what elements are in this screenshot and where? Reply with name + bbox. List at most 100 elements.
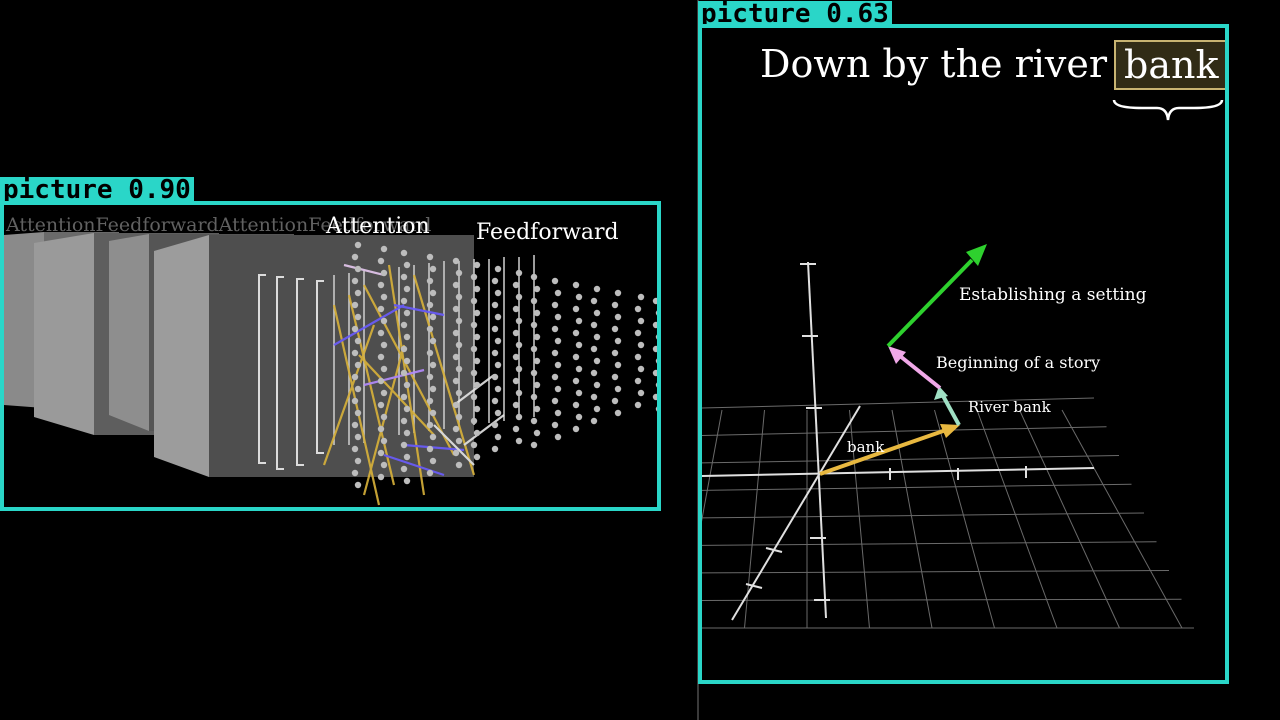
matrix-brackets [258,274,324,470]
neuron-dot [515,269,523,277]
neuron-dot [452,401,460,409]
neuron-dot [354,385,362,393]
neuron-dot [593,381,601,389]
neuron-dot [590,393,598,401]
neuron-dot [426,301,434,309]
neuron-dot [554,313,562,321]
neuron-dot [429,313,437,321]
neuron-dot [351,349,359,357]
neuron-dot [494,265,502,273]
grid-line [1019,409,1120,629]
neuron-dot [533,285,541,293]
neuron-dot [590,369,598,377]
neuron-dot [351,301,359,309]
neuron-dot [634,377,642,385]
neuron-dot [515,413,523,421]
grid-line [934,409,995,629]
neuron-dot [491,421,499,429]
neuron-dot [491,277,499,285]
neuron-dot [634,401,642,409]
neuron-dot [354,241,362,249]
neuron-dot [494,337,502,345]
grid-line [702,426,1107,436]
neuron-dot [403,333,411,341]
neuron-dot [429,337,437,345]
neuron-dot [614,337,622,345]
neuron-dot [551,373,559,381]
neuron-dot [575,293,583,301]
neuron-dot [429,385,437,393]
grid-line [702,512,1145,519]
feedforward-label: Feedforward [476,220,619,245]
detection-label-right: picture 0.63 [698,1,892,27]
neuron-dot [455,389,463,397]
neuron-dot [380,461,388,469]
neuron-dot [403,285,411,293]
neuron-dot [403,429,411,437]
neuron-dot [452,377,460,385]
neuron-dot [593,309,601,317]
neuron-dot [354,433,362,441]
neuron-dot [429,265,437,273]
neuron-dot [400,441,408,449]
neuron-dot [533,381,541,389]
neuron-dot [470,417,478,425]
neuron-dot [512,281,520,289]
neuron-dot [572,281,580,289]
grid-line [702,397,1095,409]
neuron-dot [426,373,434,381]
beginning-story-label: Beginning of a story [936,353,1100,372]
neuron-dot [455,365,463,373]
neuron-dot [380,365,388,373]
neuron-dot [403,477,411,485]
neuron-dot [380,389,388,397]
neuron-dot [575,317,583,325]
neuron-dot [572,305,580,313]
neuron-dot [637,317,645,325]
neuron-dot [403,309,411,317]
neuron-dot [593,285,601,293]
grid-line [702,455,1120,464]
neuron-dot [429,457,437,465]
neuron-dot [533,357,541,365]
neuron-dot [554,337,562,345]
neuron-dot [426,325,434,333]
establishing-vector [886,244,987,348]
attention-lines [322,263,505,506]
neuron-dot [512,329,520,337]
neuron-dot [351,277,359,285]
neuron-dot [614,385,622,393]
neuron-dot [455,317,463,325]
neuron-dot [452,305,460,313]
neuron-dot [655,382,657,388]
neuron-dot [590,321,598,329]
neuron-dot [354,457,362,465]
neuron-dot [614,289,622,297]
neuron-dot [637,389,645,397]
neuron-dot [377,329,385,337]
neuron-dot [377,257,385,265]
neuron-dot [403,261,411,269]
neuron-dot [400,345,408,353]
neuron-dot [530,369,538,377]
neuron-dot [655,406,657,412]
neuron-dot [634,353,642,361]
neuron-dots [351,241,657,489]
neuron-dot [590,417,598,425]
neuron-dot [530,417,538,425]
neuron-dot [377,401,385,409]
neuron-dot [491,445,499,453]
neuron-dot [473,285,481,293]
neuron-dot [380,269,388,277]
neuron-dot [429,361,437,369]
neuron-dot [652,297,657,305]
neuron-dot [452,281,460,289]
neuron-dot [572,401,580,409]
neuron-dot [551,277,559,285]
neuron-dot [551,349,559,357]
neuron-dot [611,301,619,309]
block-4 [154,235,474,477]
neuron-dot [473,309,481,317]
neuron-dot [470,273,478,281]
neuron-dot [470,297,478,305]
